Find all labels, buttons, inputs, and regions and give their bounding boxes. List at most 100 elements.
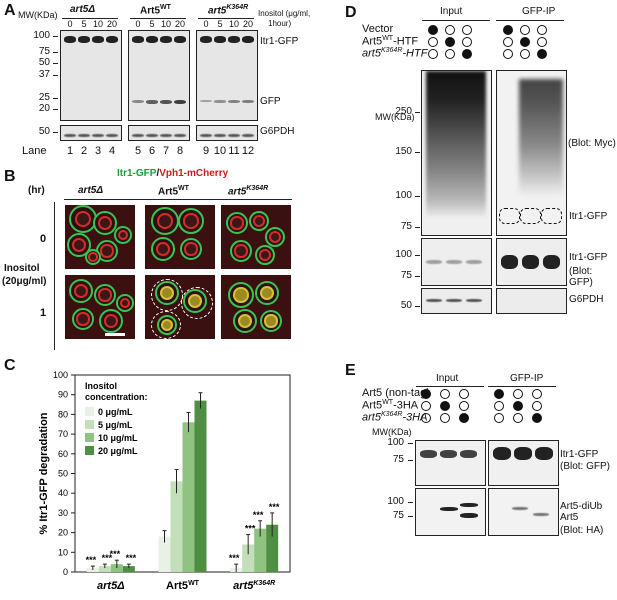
panel-d-condition-dot [445, 49, 455, 59]
panel-d-blot-myc: (Blot: Myc) [568, 138, 616, 149]
panel-b-cell-vacuole [253, 215, 265, 227]
panel-b-cell-vacuole [155, 241, 171, 257]
panel-d-marker-tick [415, 152, 420, 153]
panel-e-condition-dot [494, 401, 504, 411]
panel-e-gfp-ip-band [493, 447, 511, 460]
panel-b-row-bracket [54, 202, 55, 350]
panel-e-condition-dot [459, 401, 469, 411]
panel-a-g6pdh-band [228, 134, 240, 137]
panel-b-cell-membrane [255, 281, 279, 305]
panel-d-condition-dot [503, 25, 513, 35]
panel-a-itr1-band [242, 36, 254, 43]
panel-b-header-line [64, 199, 292, 200]
panel-d-ip-underline [496, 20, 564, 21]
panel-e-ha-ip-band-2 [533, 513, 549, 516]
panel-a-itr1-band [214, 36, 226, 43]
panel-d-g6pdh-band [426, 299, 442, 302]
panel-c-y-tick-label: 30 [58, 508, 68, 518]
panel-a-group-2: Art5WT [140, 4, 171, 16]
panel-e-condition-dot [513, 389, 523, 399]
panel-d-mw-label: MW(KDa) [375, 112, 415, 122]
panel-c-category-sup: K364R [253, 580, 275, 587]
panel-b-cell-vacuole [184, 242, 198, 256]
panel-d-dashed-box [499, 208, 520, 224]
panel-a-blot-3 [196, 30, 258, 121]
panel-c-bar [194, 400, 207, 572]
panel-d-condition-dot [537, 49, 547, 59]
panel-e-row-3: art5K364R-3HA [362, 411, 427, 424]
panel-e-row-3-sup: K364R [380, 411, 403, 418]
panel-a-g6pdh-tick [53, 132, 58, 133]
panel-d-row-1: Vector [362, 23, 393, 35]
panel-d-condition-dot [503, 49, 513, 59]
panel-d-condition-dot [462, 49, 472, 59]
panel-d-row-3-base: art5 [362, 47, 381, 60]
panel-e-condition-dot [421, 413, 431, 423]
panel-d-condition-dot [520, 37, 530, 47]
panel-d-row-2: Art5WT-HTF [362, 35, 418, 48]
panel-c-y-tick-label: 60 [58, 449, 68, 459]
panel-d-condition-dot [428, 37, 438, 47]
panel-d-row-3-suffix: -HTF [402, 47, 428, 60]
panel-a-group-underline-1 [62, 18, 118, 19]
panel-d-condition-dot [520, 49, 530, 59]
panel-e-ha-input-band-art5 [460, 513, 478, 518]
panel-c-bar [242, 544, 255, 572]
panel-c-significance: *** [86, 555, 97, 565]
panel-c-legend-entry: 10 μg/mL [98, 433, 138, 443]
panel-d-label: D [345, 4, 357, 21]
panel-e-gfp-input-band [460, 450, 477, 458]
panel-c-legend-entry: 0 μg/mL [98, 407, 133, 417]
panel-e-condition-dot [440, 401, 450, 411]
panel-e-row-1: Art5 (non-tag) [362, 387, 430, 399]
panel-d-marker-75: 75 [400, 270, 412, 281]
panel-a-lane-10: 10 [213, 145, 227, 157]
panel-d-marker-100: 100 [395, 249, 412, 260]
panel-b-title-green: Itr1-GFP [117, 168, 157, 179]
panel-a-gfp-label: GFP [260, 96, 281, 107]
panel-d-gfp-input-band [426, 260, 442, 264]
panel-e-marker-100: 100 [387, 437, 404, 448]
panel-d-condition-dot [428, 25, 438, 35]
panel-a-conc-0-2: 10 [92, 19, 103, 29]
panel-b-cell-vacuole [103, 313, 119, 329]
panel-b-cell-vacuole [269, 231, 281, 243]
panel-c-category-label-1: art5Δ [97, 580, 125, 592]
panel-a-lane-title: Lane [22, 145, 47, 157]
panel-a-g6pdh-band [106, 134, 118, 137]
panel-c-bar [122, 566, 135, 572]
panel-a-conc-1-0: 0 [135, 19, 141, 29]
panel-a-conc-2-2: 10 [228, 19, 239, 29]
panel-e-art5-diub: Art5-diUb [560, 501, 603, 512]
panel-d-condition-dot [520, 25, 530, 35]
panel-d-marker-250: 250 [395, 106, 412, 117]
panel-d-condition-dot [537, 37, 547, 47]
panel-e-mw-label: MW(KDa) [372, 427, 412, 437]
panel-a-conc-1-2: 10 [160, 19, 171, 29]
panel-a-g6pdh-band [174, 134, 186, 137]
panel-e-condition-dot [513, 413, 523, 423]
panel-d-itr1-gfp-myc: Itr1-GFP [569, 211, 608, 222]
panel-a-lane-9: 9 [202, 145, 210, 157]
panel-e-condition-dot [421, 401, 431, 411]
panel-a-lane-4: 4 [108, 145, 116, 157]
panel-d-marker-tick [415, 227, 420, 228]
panel-e-condition-dot [532, 389, 542, 399]
panel-e-itr1-gfp: Itr1-GFP [560, 449, 599, 460]
panel-b-col-2-sup: WT [178, 185, 189, 192]
panel-a-inositol-label: Inositol (μg/ml, [258, 9, 311, 18]
panel-a-itr1-band [174, 36, 186, 43]
panel-d-myc-input-blot [421, 70, 492, 236]
panel-b-dashed-outline [181, 287, 213, 319]
panel-c-y-tick-label: 0 [63, 567, 68, 577]
panel-d-marker-tick [415, 276, 420, 277]
panel-d-blot-gfp: (Blot: GFP) [569, 266, 593, 288]
panel-a-g6pdh-band [242, 134, 254, 137]
panel-a-g6pdh-blot-2 [128, 125, 190, 141]
panel-a-g6pdh-band [160, 134, 172, 137]
panel-c-category-base: art5 [233, 580, 254, 592]
panel-a-itr1-band [64, 36, 76, 43]
panel-a-marker-37: 37 [38, 69, 50, 80]
panel-a-gfp-band [174, 100, 186, 105]
panel-e-input-underline [416, 386, 484, 387]
